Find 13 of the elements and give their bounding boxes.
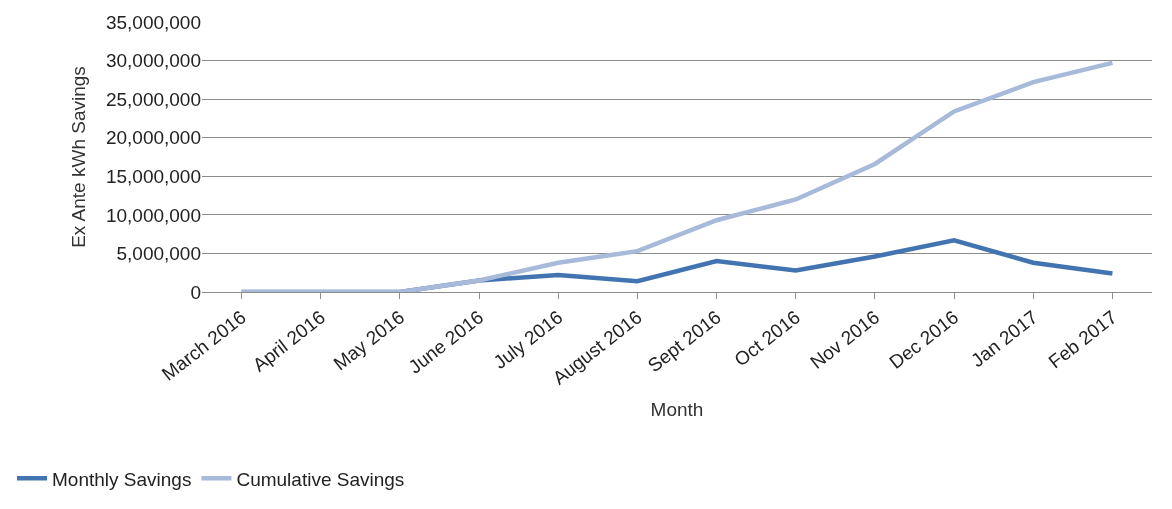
y-tick-label: 35,000,000 (105, 11, 201, 33)
y-axis-title: Ex Ante kWh Savings (67, 66, 89, 248)
y-tick-label: 5,000,000 (116, 243, 201, 265)
legend-label: Cumulative Savings (236, 468, 405, 490)
y-tick-label: 0 (190, 281, 201, 303)
y-tick-label: 20,000,000 (105, 127, 201, 149)
legend-label: Monthly Savings (52, 468, 192, 490)
y-tick-label: 15,000,000 (105, 165, 201, 187)
x-axis-title: Month (650, 399, 704, 421)
y-tick-label: 25,000,000 (105, 88, 201, 110)
line-series (239, 60, 1115, 292)
y-tick-label: 30,000,000 (105, 50, 201, 72)
y-tick-label: 10,000,000 (105, 204, 201, 226)
